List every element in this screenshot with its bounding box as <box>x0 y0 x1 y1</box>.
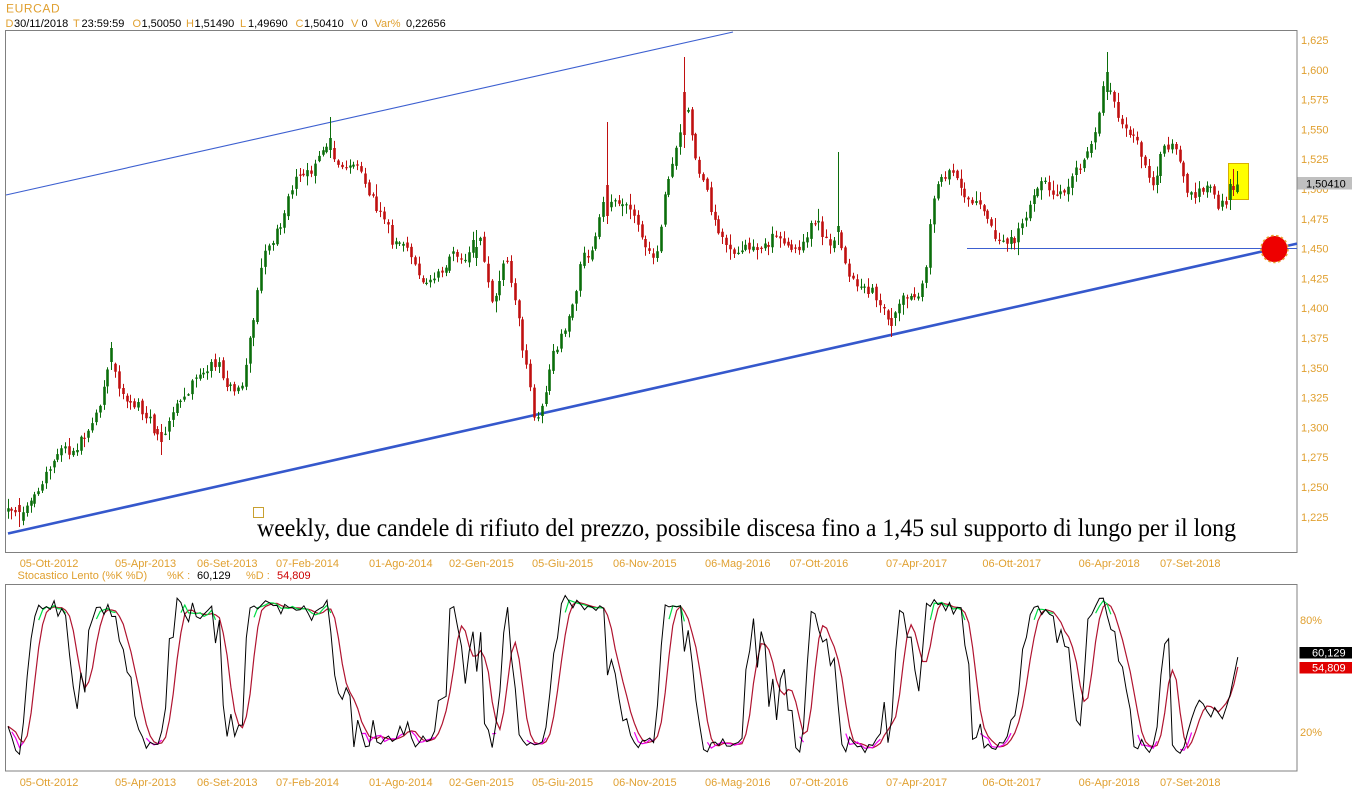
svg-text:60,129: 60,129 <box>1312 648 1346 660</box>
svg-text:05-Ott-2012: 05-Ott-2012 <box>20 777 79 789</box>
svg-text:1,575: 1,575 <box>1301 95 1329 107</box>
svg-text:1,225: 1,225 <box>1301 512 1329 524</box>
svg-text:EURCAD: EURCAD <box>6 2 60 16</box>
svg-text:07-Set-2018: 07-Set-2018 <box>1160 558 1221 570</box>
svg-text:1,250: 1,250 <box>1301 482 1329 494</box>
svg-text:Stocastico Lento (%K %D): Stocastico Lento (%K %D) <box>18 570 148 582</box>
svg-text:23:59:59: 23:59:59 <box>82 18 125 30</box>
svg-text:1,275: 1,275 <box>1301 452 1329 464</box>
svg-text:O: O <box>133 18 142 30</box>
svg-text:06-Apr-2018: 06-Apr-2018 <box>1079 558 1140 570</box>
svg-text:L: L <box>240 18 246 30</box>
svg-text:07-Apr-2017: 07-Apr-2017 <box>886 558 947 570</box>
svg-text:06-Set-2013: 06-Set-2013 <box>197 777 258 789</box>
svg-text:07-Feb-2014: 07-Feb-2014 <box>276 777 339 789</box>
svg-text:T: T <box>73 18 80 30</box>
svg-text:V: V <box>351 18 359 30</box>
svg-text:1,625: 1,625 <box>1301 35 1329 47</box>
svg-text:1,50410: 1,50410 <box>1306 179 1346 191</box>
svg-text:06-Apr-2018: 06-Apr-2018 <box>1079 777 1140 789</box>
svg-text:1,325: 1,325 <box>1301 393 1329 405</box>
svg-text:06-Ott-2017: 06-Ott-2017 <box>982 777 1041 789</box>
svg-text:1,51490: 1,51490 <box>195 18 235 30</box>
svg-text:Var%: Var% <box>375 18 401 30</box>
svg-text:06-Ott-2017: 06-Ott-2017 <box>982 558 1041 570</box>
svg-text:1,475: 1,475 <box>1301 214 1329 226</box>
svg-text:1,600: 1,600 <box>1301 65 1329 77</box>
svg-text:05-Giu-2015: 05-Giu-2015 <box>532 777 593 789</box>
svg-text:02-Gen-2015: 02-Gen-2015 <box>449 777 514 789</box>
svg-text:%D :: %D : <box>246 570 270 582</box>
svg-text:02-Gen-2015: 02-Gen-2015 <box>449 558 514 570</box>
svg-text:%K :: %K : <box>167 570 190 582</box>
svg-text:C: C <box>296 18 304 30</box>
svg-text:07-Ott-2016: 07-Ott-2016 <box>790 558 849 570</box>
svg-text:H: H <box>186 18 194 30</box>
svg-text:1,425: 1,425 <box>1301 273 1329 285</box>
svg-text:06-Mag-2016: 06-Mag-2016 <box>705 558 770 570</box>
svg-text:1,400: 1,400 <box>1301 303 1329 315</box>
svg-text:1,50050: 1,50050 <box>142 18 182 30</box>
svg-text:01-Ago-2014: 01-Ago-2014 <box>369 558 433 570</box>
svg-text:0,22656: 0,22656 <box>406 18 446 30</box>
svg-text:06-Nov-2015: 06-Nov-2015 <box>613 558 677 570</box>
svg-text:07-Feb-2014: 07-Feb-2014 <box>276 558 339 570</box>
svg-text:05-Apr-2013: 05-Apr-2013 <box>115 777 176 789</box>
svg-text:01-Ago-2014: 01-Ago-2014 <box>369 777 433 789</box>
svg-text:54,809: 54,809 <box>1312 663 1346 675</box>
svg-text:1,350: 1,350 <box>1301 363 1329 375</box>
svg-text:1,450: 1,450 <box>1301 244 1329 256</box>
svg-text:05-Giu-2015: 05-Giu-2015 <box>532 558 593 570</box>
svg-text:1,49690: 1,49690 <box>248 18 288 30</box>
svg-text:1,375: 1,375 <box>1301 333 1329 345</box>
svg-text:1,50410: 1,50410 <box>304 18 344 30</box>
svg-text:30/11/2018: 30/11/2018 <box>14 18 68 30</box>
svg-text:80%: 80% <box>1300 615 1322 627</box>
svg-text:05-Apr-2013: 05-Apr-2013 <box>115 558 176 570</box>
svg-text:06-Nov-2015: 06-Nov-2015 <box>613 777 677 789</box>
svg-text:54,809: 54,809 <box>277 570 311 582</box>
svg-text:20%: 20% <box>1300 727 1322 739</box>
svg-text:06-Mag-2016: 06-Mag-2016 <box>705 777 770 789</box>
svg-text:60,129: 60,129 <box>197 570 231 582</box>
svg-text:06-Set-2013: 06-Set-2013 <box>197 558 258 570</box>
svg-text:07-Set-2018: 07-Set-2018 <box>1160 777 1221 789</box>
svg-text:1,525: 1,525 <box>1301 154 1329 166</box>
svg-text:0: 0 <box>362 18 368 30</box>
svg-text:05-Ott-2012: 05-Ott-2012 <box>20 558 79 570</box>
svg-text:1,300: 1,300 <box>1301 422 1329 434</box>
svg-text:07-Ott-2016: 07-Ott-2016 <box>790 777 849 789</box>
svg-text:1,550: 1,550 <box>1301 124 1329 136</box>
svg-text:weekly, due candele di rifiuto: weekly, due candele di rifiuto del prezz… <box>257 515 1236 542</box>
svg-text:07-Apr-2017: 07-Apr-2017 <box>886 777 947 789</box>
svg-text:D: D <box>6 18 14 30</box>
